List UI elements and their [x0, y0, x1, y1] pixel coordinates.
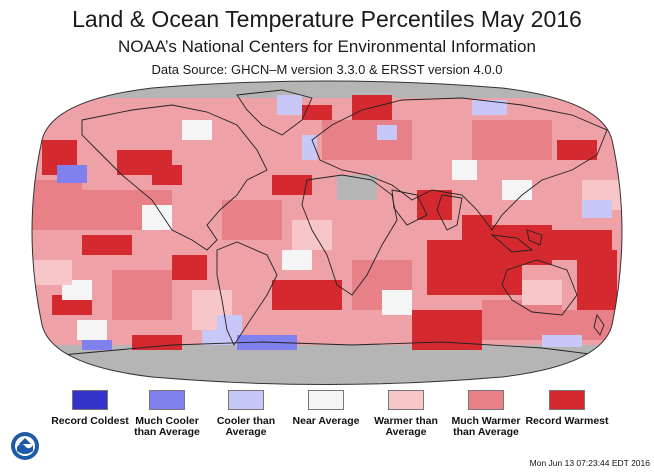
legend-swatch	[468, 390, 504, 410]
anomaly-cell	[32, 81, 622, 88]
legend-item: Much Cooler than Average	[125, 390, 209, 438]
anomaly-cell	[472, 100, 507, 115]
anomaly-cell	[292, 220, 332, 250]
legend: Record Coldest Much Cooler than Average Co…	[0, 390, 654, 450]
anomaly-cell	[582, 200, 612, 218]
legend-swatch	[308, 390, 344, 410]
anomaly-cell	[282, 250, 312, 270]
anomaly-cell	[482, 300, 562, 340]
anomaly-cell	[32, 180, 82, 230]
map-border	[31, 80, 623, 385]
anomaly-cell	[337, 175, 377, 200]
anomaly-cell	[302, 105, 332, 120]
anomaly-cell	[277, 95, 302, 115]
legend-item: Warmer than Average	[364, 390, 448, 438]
anomaly-cell	[77, 320, 107, 340]
legend-label: Record Coldest	[51, 415, 129, 427]
anomaly-cell	[272, 175, 312, 195]
anomaly-cell	[452, 160, 477, 180]
legend-swatch	[228, 390, 264, 410]
anomaly-cell	[152, 165, 182, 185]
anomaly-cell	[427, 240, 522, 295]
legend-swatch	[72, 390, 108, 410]
anomaly-cell	[542, 335, 582, 347]
anomaly-cell	[202, 330, 237, 345]
anomaly-cell	[472, 120, 552, 160]
data-source-label: Data Source: GHCN–M version 3.3.0 & ERSS…	[151, 62, 503, 77]
anomaly-cell	[502, 180, 532, 200]
anomaly-cell	[132, 335, 182, 350]
percentile-world-map	[22, 80, 632, 385]
anomaly-cell	[142, 205, 172, 230]
legend-label: Cooler than Average	[216, 415, 276, 438]
anomaly-cell	[272, 280, 342, 310]
legend-label: Warmer than Average	[374, 415, 438, 438]
noaa-logo-icon	[11, 432, 39, 460]
anomaly-cell	[577, 250, 617, 310]
legend-swatch	[549, 390, 585, 410]
anomaly-cells	[32, 81, 622, 385]
anomaly-cell	[82, 235, 132, 255]
map-title: Land & Ocean Temperature Percentiles May…	[72, 6, 582, 32]
map-subtitle: NOAA’s National Centers for Environmenta…	[118, 37, 536, 56]
timestamp: Mon Jun 13 07:23:44 EDT 2016	[529, 458, 650, 468]
anomaly-cell	[82, 340, 112, 350]
legend-label: Near Average	[292, 415, 360, 427]
anomaly-cell	[182, 120, 212, 140]
anomaly-cell	[57, 165, 87, 183]
legend-label: Much Cooler than Average	[134, 415, 200, 438]
anomaly-cell	[522, 280, 562, 305]
anomaly-cell	[557, 140, 597, 160]
anomaly-cell	[172, 255, 207, 280]
anomaly-cell	[32, 260, 72, 285]
anomaly-cell	[222, 200, 282, 240]
anomaly-cell	[302, 135, 317, 160]
legend-label: Record Warmest	[525, 415, 609, 427]
anomaly-cell	[112, 270, 172, 320]
anomaly-cell	[377, 125, 397, 140]
legend-item: Near Average	[284, 390, 368, 427]
legend-swatch	[149, 390, 185, 410]
legend-item: Much Warmer than Average	[444, 390, 528, 438]
continent-outlines	[61, 89, 622, 359]
legend-item: Cooler than Average	[204, 390, 288, 438]
anomaly-cell	[32, 345, 622, 385]
anomaly-cell	[382, 290, 412, 315]
legend-swatch	[388, 390, 424, 410]
anomaly-cell	[462, 215, 492, 240]
map-cells	[32, 81, 622, 385]
legend-item: Record Warmest	[525, 390, 609, 427]
legend-item: Record Coldest	[48, 390, 132, 427]
anomaly-cell	[322, 120, 412, 160]
legend-label: Much Warmer than Average	[451, 415, 521, 438]
